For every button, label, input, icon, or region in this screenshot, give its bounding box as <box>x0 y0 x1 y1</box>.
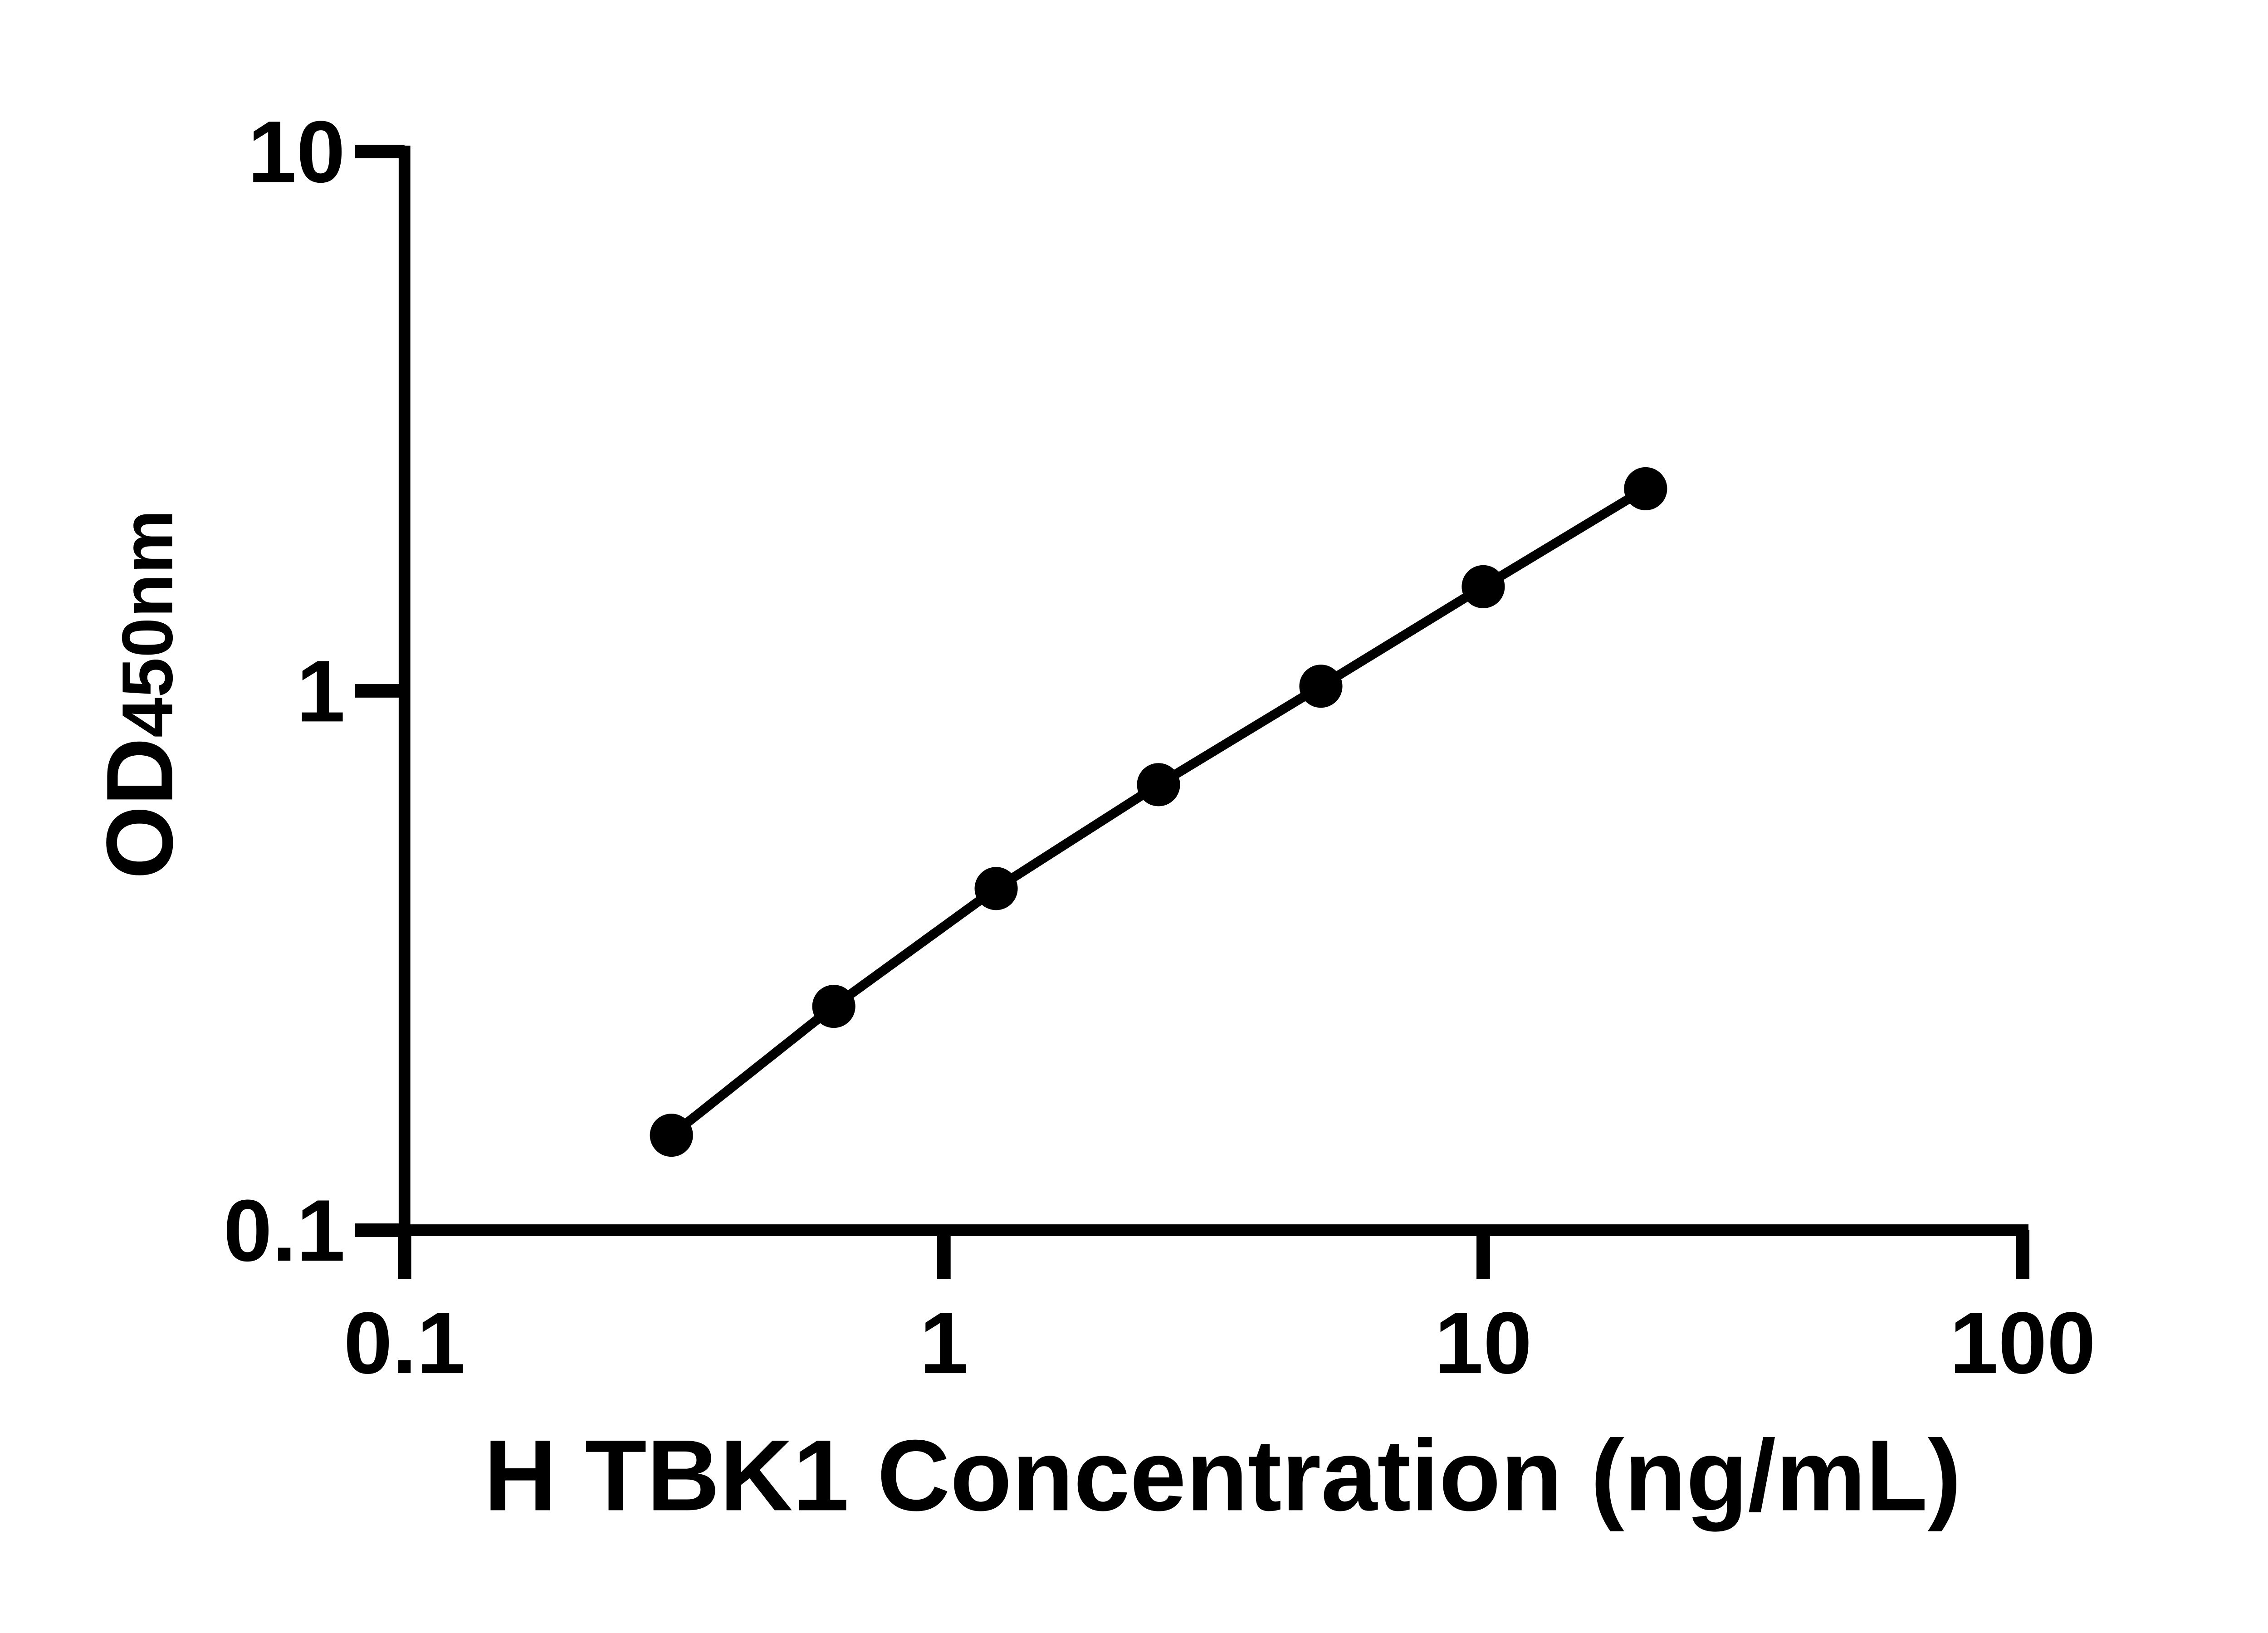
x-tick-label: 100 <box>1950 1294 2096 1392</box>
data-point <box>1137 763 1180 807</box>
x-axis-title: H TBK1 Concentration (ng/mL) <box>484 1419 1961 1532</box>
y-tick-label: 10 <box>248 103 345 200</box>
data-point <box>812 985 855 1028</box>
axis-ticks <box>355 145 2029 1279</box>
y-tick-label: 1 <box>297 642 345 740</box>
x-tick-label: 1 <box>919 1294 968 1392</box>
data-point <box>1624 467 1667 510</box>
data-point <box>974 867 1018 910</box>
axis-tick-labels: 0.1 1 10 0.1 1 10 100 <box>223 103 2096 1392</box>
data-point <box>650 1114 693 1157</box>
axes <box>398 146 2028 1236</box>
x-tick-label: 0.1 <box>343 1294 465 1392</box>
x-tick-label: 10 <box>1434 1294 1532 1392</box>
y-axis-title: OD450nm <box>88 510 193 879</box>
y-tick-label: 0.1 <box>223 1181 345 1279</box>
data-series <box>650 467 1667 1157</box>
data-point <box>1299 665 1343 708</box>
y-axis-title-sub: 450nm <box>107 510 188 738</box>
data-point <box>1461 565 1505 608</box>
y-axis-title-main: OD <box>88 738 193 879</box>
